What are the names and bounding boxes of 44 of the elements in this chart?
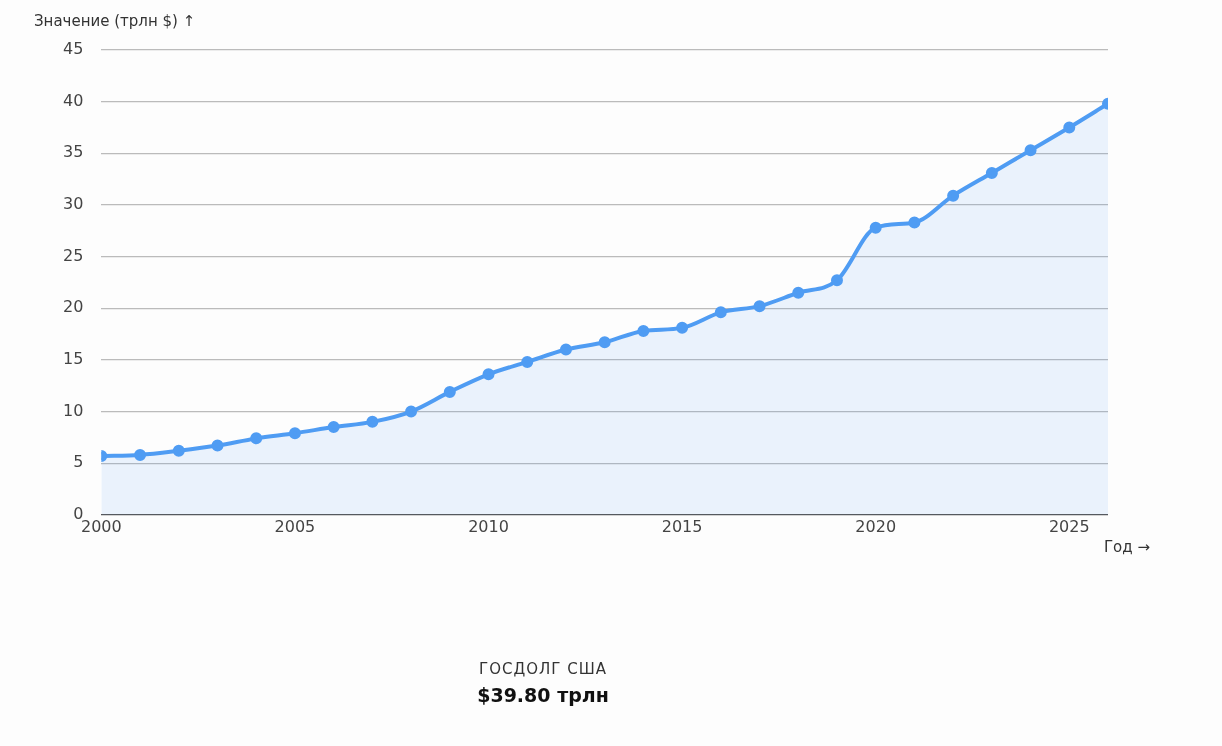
x-tick-label: 2005 bbox=[274, 516, 316, 536]
point bbox=[405, 405, 418, 418]
point bbox=[637, 324, 650, 337]
x-tick-label: 2010 bbox=[468, 516, 509, 536]
point bbox=[134, 448, 147, 461]
point bbox=[1063, 121, 1076, 134]
point bbox=[792, 286, 805, 299]
x-tick-label: 2015 bbox=[661, 516, 703, 536]
point bbox=[869, 221, 882, 234]
point bbox=[250, 432, 263, 445]
y-tick-label: 25 bbox=[63, 245, 84, 265]
y-tick-label: 35 bbox=[63, 142, 84, 162]
point bbox=[753, 300, 766, 313]
point bbox=[288, 427, 301, 440]
point bbox=[830, 274, 843, 287]
point bbox=[327, 421, 340, 433]
y-tick-label: 30 bbox=[63, 194, 84, 214]
point bbox=[714, 306, 727, 319]
y-tick-label: 40 bbox=[63, 90, 84, 110]
x-axis-title: Год → bbox=[1103, 538, 1150, 556]
point bbox=[676, 321, 689, 334]
x-tick-label: 2000 bbox=[81, 516, 122, 536]
point bbox=[211, 439, 224, 452]
y-tick-label: 20 bbox=[63, 297, 84, 317]
point bbox=[482, 368, 495, 381]
point bbox=[947, 189, 960, 202]
point bbox=[521, 355, 534, 368]
y-axis-title: Значение (трлн $) ↑ bbox=[34, 12, 196, 30]
y-tick-label: 5 bbox=[73, 452, 84, 472]
point bbox=[559, 343, 572, 356]
text: $39.80 трлн bbox=[476, 684, 610, 706]
point bbox=[985, 166, 998, 179]
point bbox=[908, 216, 921, 229]
point bbox=[443, 385, 456, 398]
point bbox=[172, 444, 185, 457]
x-tick-label: 2025 bbox=[1048, 516, 1090, 536]
point bbox=[366, 415, 379, 428]
y-tick-label: 15 bbox=[63, 349, 84, 369]
x-tick-label: 2020 bbox=[855, 516, 897, 536]
point bbox=[1024, 144, 1037, 157]
point bbox=[598, 336, 611, 349]
y-tick-label: 10 bbox=[63, 400, 84, 420]
y-tick-label: 45 bbox=[63, 39, 84, 59]
text: ГОСДОЛГ США bbox=[478, 660, 608, 678]
